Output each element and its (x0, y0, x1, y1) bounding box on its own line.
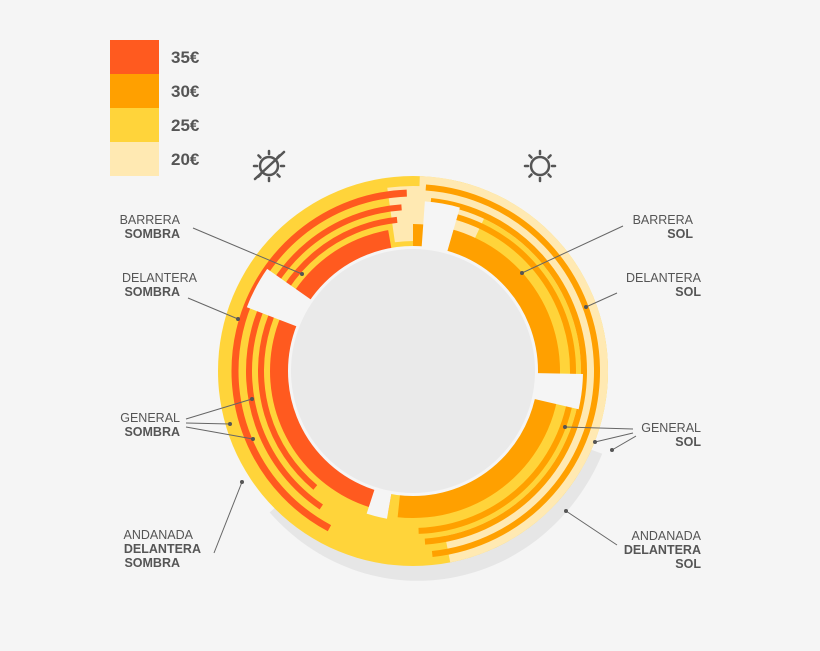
legend-label-30: 30€ (171, 82, 200, 101)
delantera-sombra-stripe-2 (258, 216, 398, 490)
leader-general-sol-2 (594, 432, 634, 443)
label-andanada-sombra-2: DELANTERA (124, 542, 201, 556)
andanada-sombra-stripe (231, 189, 407, 532)
delantera-sol-stripe-1 (424, 197, 587, 545)
leader-barrera-sombra (192, 227, 303, 275)
legend-label-35: 35€ (171, 48, 200, 67)
andanada-sol-stripe (425, 184, 600, 557)
leader-delantera-sol (585, 292, 618, 308)
legend-swatch-35 (110, 40, 159, 74)
labels-sombra: BARRERA SOMBRA DELANTERA SOMBRA GENERAL … (120, 213, 201, 570)
leader-general-sol-1 (564, 426, 634, 430)
sol-outer-zone (418, 176, 608, 563)
label-andanada-sol-1: ANDANADA (632, 529, 702, 543)
label-delantera-sol-2: SOL (675, 285, 701, 299)
legend-swatch-25 (110, 108, 159, 142)
arena (291, 249, 535, 493)
leader-general-sombra-2 (185, 422, 231, 425)
legend-swatch-30 (110, 74, 159, 108)
leader-general-sombra-1 (185, 398, 253, 420)
label-general-sol-1: GENERAL (641, 421, 701, 435)
leader-andanada-sol (565, 510, 618, 546)
label-andanada-sombra-3: SOMBRA (124, 556, 180, 570)
label-barrera-sol-2: SOL (667, 227, 693, 241)
labels-sol: BARRERA SOL DELANTERA SOL GENERAL SOL AN… (624, 213, 702, 571)
barrera-sol-band (397, 224, 560, 518)
legend-label-20: 20€ (171, 150, 200, 169)
leader-barrera-sol (521, 225, 624, 274)
label-delantera-sombra-1: DELANTERA (122, 271, 198, 285)
leader-lines (185, 225, 637, 554)
label-delantera-sol-1: DELANTERA (626, 271, 702, 285)
leader-delantera-sombra (187, 297, 239, 320)
gap-left (246, 268, 317, 329)
delantera-sombra-stripe-1 (246, 204, 402, 510)
label-general-sombra-1: GENERAL (120, 411, 180, 425)
label-delantera-sombra-2: SOMBRA (124, 285, 180, 299)
label-andanada-sombra-1: ANDANADA (124, 528, 194, 542)
leader-general-sombra-3 (185, 426, 254, 440)
gap-top (421, 201, 460, 258)
sun-icon (523, 149, 557, 183)
label-barrera-sol-1: BARRERA (633, 213, 694, 227)
legend: 35€ 30€ 25€ 20€ (110, 40, 200, 176)
label-andanada-sol-3: SOL (675, 557, 701, 571)
legend-swatch-20 (110, 142, 159, 176)
label-barrera-sombra-2: SOMBRA (124, 227, 180, 241)
label-general-sol-2: SOL (675, 435, 701, 449)
legend-label-25: 25€ (171, 116, 200, 135)
leader-andanada-sombra (213, 481, 243, 554)
label-andanada-sol-2: DELANTERA (624, 543, 701, 557)
sun-crossed-icon (252, 149, 286, 183)
leader-general-sol-3 (611, 435, 637, 451)
label-general-sombra-2: SOMBRA (124, 425, 180, 439)
label-barrera-sombra-1: BARRERA (120, 213, 181, 227)
gap-right (527, 373, 583, 410)
